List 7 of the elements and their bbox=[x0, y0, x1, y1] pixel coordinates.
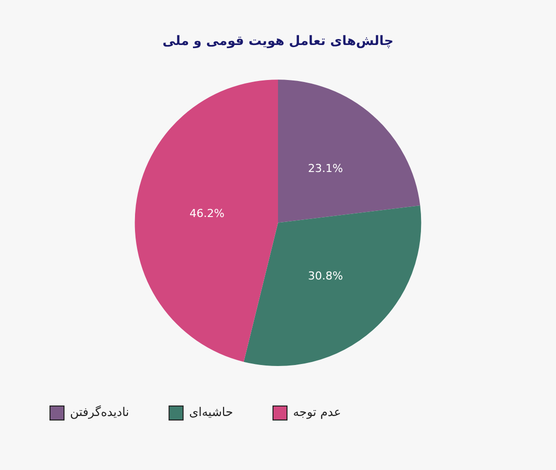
legend-label: حاشیه‌ای bbox=[189, 405, 234, 420]
chart-title: چالش‌های تعامل هویت قومی و ملی bbox=[162, 34, 394, 50]
legend-label: عدم توجه bbox=[293, 405, 342, 420]
data-label: 23.1% bbox=[308, 162, 343, 176]
legend-label: نادیده‌گرفتن bbox=[70, 405, 130, 420]
data-label: 46.2% bbox=[189, 207, 224, 220]
data-label: 30.8% bbox=[308, 269, 343, 282]
